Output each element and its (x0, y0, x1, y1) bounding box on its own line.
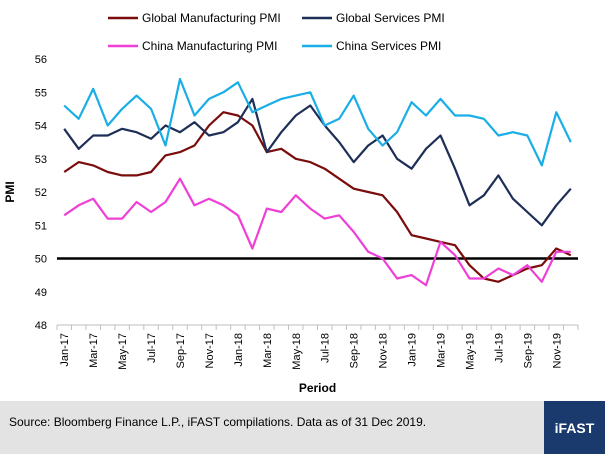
y-tick-label: 50 (35, 254, 47, 266)
x-tick-label: May-19 (464, 333, 476, 370)
y-tick-label: 49 (35, 287, 47, 299)
x-tick-label: Sep-17 (175, 333, 187, 368)
x-tick-label: May-18 (291, 333, 303, 370)
y-tick-label: 52 (35, 187, 47, 199)
series-line-global-manufacturing-pmi (63, 111, 572, 283)
x-tick-label: Nov-18 (378, 333, 390, 368)
x-tick-label: Mar-18 (262, 333, 274, 368)
y-tick-label: 53 (35, 154, 47, 166)
y-axis-title: PMI (3, 181, 17, 202)
x-tick-label: Jan-19 (407, 333, 419, 367)
x-axis-title: Period (299, 381, 336, 395)
x-tick-label: Jul-19 (493, 333, 505, 363)
series-line-china-manufacturing-pmi (63, 177, 571, 287)
chart-series (63, 77, 572, 287)
source-note: Source: Bloomberg Finance L.P., iFAST co… (9, 415, 427, 429)
legend-label-china-services-pmi: China Services PMI (336, 39, 441, 53)
pmi-chart: Global Manufacturing PMI Global Services … (3, 11, 579, 395)
y-tick-label: 54 (35, 121, 47, 133)
x-tick-label: May-17 (117, 333, 129, 370)
x-tick-label: Jan-18 (233, 333, 245, 367)
chart-axes: 48 49 50 51 52 53 54 55 56 Jan-17 Mar-17 May-17 Jul-… (35, 54, 579, 370)
x-tick-label: Nov-17 (204, 333, 216, 368)
y-tick-label: 51 (35, 220, 47, 232)
y-tick-label: 48 (35, 320, 47, 332)
legend-label-china-manufacturing-pmi: China Manufacturing PMI (142, 39, 277, 53)
x-tick-label: Nov-19 (551, 333, 563, 368)
x-tick-label: Mar-17 (88, 333, 100, 368)
ifast-logo: iFAST (544, 401, 605, 454)
legend-label-global-manufacturing-pmi: Global Manufacturing PMI (142, 11, 281, 25)
series-line-global-services-pmi (63, 97, 572, 227)
x-tick-label: Mar-19 (436, 333, 448, 368)
footer-bar: Source: Bloomberg Finance L.P., iFAST co… (0, 401, 605, 454)
y-tick-label: 56 (35, 54, 47, 66)
x-tick-label: Sep-19 (522, 333, 534, 368)
series-line-china-services-pmi (63, 77, 572, 167)
x-tick-label: Sep-18 (349, 333, 361, 368)
x-tick-label: Jul-18 (320, 333, 332, 363)
x-tick-label: Jul-17 (146, 333, 158, 363)
legend-label-global-services-pmi: Global Services PMI (336, 11, 445, 25)
y-tick-label: 55 (35, 87, 47, 99)
x-tick-label: Jan-17 (59, 333, 71, 367)
chart-legend: Global Manufacturing PMI Global Services … (108, 11, 445, 53)
